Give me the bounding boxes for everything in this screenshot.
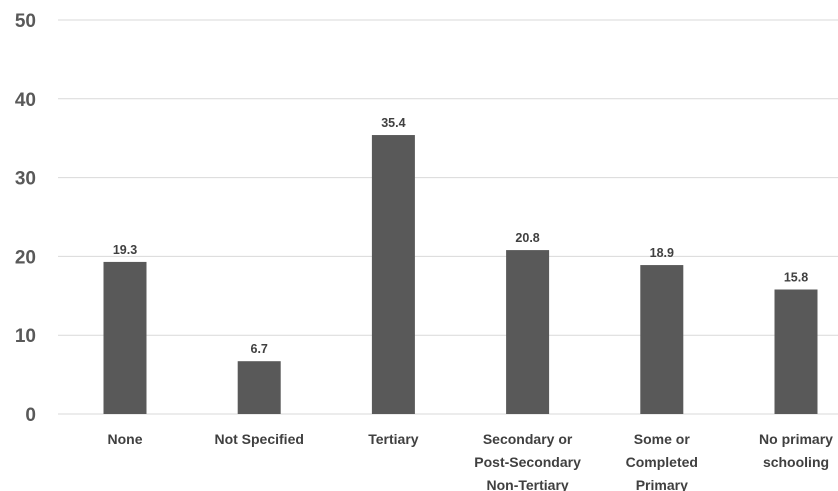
x-tick-label-line: No primary bbox=[759, 431, 833, 447]
x-tick-label-line: Tertiary bbox=[368, 431, 419, 447]
data-label: 20.8 bbox=[515, 231, 539, 245]
y-tick-label: 20 bbox=[15, 247, 36, 268]
data-label: 19.3 bbox=[113, 243, 137, 257]
x-tick-label-line: Secondary or bbox=[483, 431, 573, 447]
x-tick-label: Secondary or Post-Secondary Non-Tertiary bbox=[474, 431, 581, 491]
bar bbox=[774, 289, 818, 414]
y-tick-label: 10 bbox=[15, 326, 36, 347]
x-tick-label: None bbox=[108, 431, 143, 447]
bar bbox=[371, 135, 415, 414]
data-label: 15.8 bbox=[784, 270, 808, 284]
x-tick-label-line: Not Specified bbox=[214, 431, 303, 447]
bar bbox=[103, 261, 147, 414]
x-tick-label-line: Some or bbox=[634, 431, 691, 447]
y-tick-label: 40 bbox=[15, 90, 36, 111]
bar bbox=[506, 250, 550, 414]
y-tick-label: 50 bbox=[15, 11, 36, 32]
x-tick-label: Tertiary bbox=[368, 431, 419, 447]
gridlines bbox=[58, 19, 838, 415]
x-tick-label-line: Non-Tertiary bbox=[486, 477, 568, 491]
data-label: 35.4 bbox=[381, 116, 405, 130]
data-label: 18.9 bbox=[650, 246, 674, 260]
x-tick-label: Some or Completed Primary bbox=[626, 431, 698, 491]
y-tick-label: 0 bbox=[25, 405, 36, 426]
x-axis-tick-labels: None Not Specified Tertiary Secondary or Pos… bbox=[108, 431, 834, 491]
x-tick-label: Not Specified bbox=[214, 431, 303, 447]
data-label: 6.7 bbox=[251, 342, 268, 356]
x-tick-label: No primary schooling bbox=[759, 431, 833, 470]
x-tick-label-line: Completed bbox=[626, 454, 698, 470]
y-tick-label: 30 bbox=[15, 169, 36, 190]
bars bbox=[103, 135, 818, 414]
x-tick-label-line: Post-Secondary bbox=[474, 454, 581, 470]
bar bbox=[640, 265, 684, 414]
x-tick-label-line: schooling bbox=[763, 454, 829, 470]
x-tick-label-line: Primary bbox=[636, 477, 688, 491]
data-labels: 19.3 6.7 35.4 20.8 18.9 15.8 bbox=[113, 116, 808, 356]
bar bbox=[237, 361, 281, 414]
x-tick-label-line: None bbox=[108, 431, 143, 447]
y-axis-tick-labels: 0 10 20 30 40 50 bbox=[15, 11, 36, 426]
